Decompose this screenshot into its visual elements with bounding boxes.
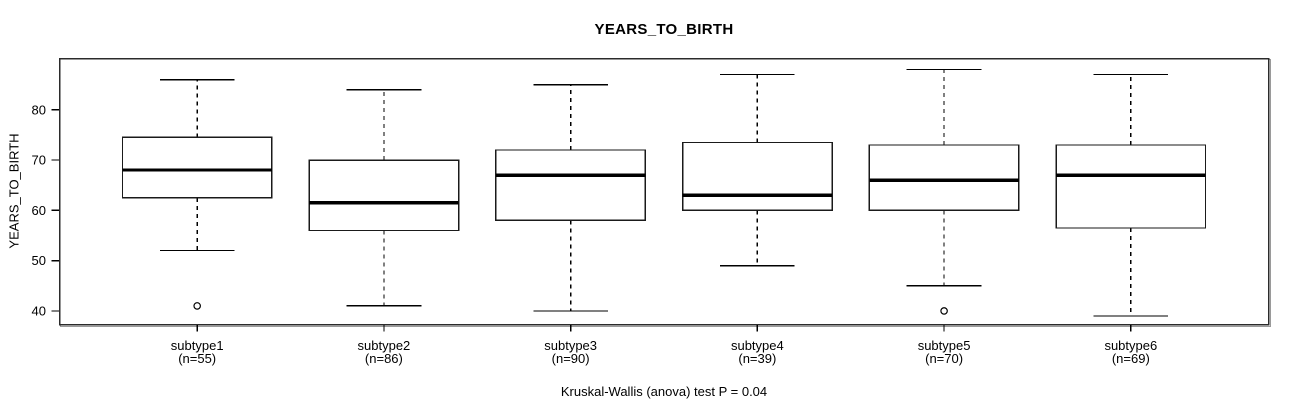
y-axis-tick-label: 80: [32, 102, 46, 117]
x-category-label: subtype1: [171, 338, 224, 353]
y-axis-tick-label: 40: [32, 303, 46, 318]
iqr-box: [868, 144, 1020, 212]
iqr-box: [121, 136, 273, 199]
x-category-label: subtype5: [918, 338, 971, 353]
y-axis-tick-label: 50: [32, 253, 46, 268]
x-category-label: subtype2: [358, 338, 411, 353]
iqr-box: [1055, 144, 1207, 229]
x-category-count-label: (n=86): [365, 351, 403, 366]
x-category-count-label: (n=90): [552, 351, 590, 366]
x-category-label: subtype6: [1104, 338, 1157, 353]
iqr-box: [308, 159, 460, 232]
x-category-count-label: (n=70): [925, 351, 963, 366]
stat-test-caption: Kruskal-Wallis (anova) test P = 0.04: [560, 384, 768, 399]
chart-title: YEARS_TO_BIRTH: [594, 21, 734, 38]
iqr-box: [495, 149, 647, 222]
x-category-label: subtype3: [544, 338, 597, 353]
x-category-label: subtype4: [731, 338, 784, 353]
x-category-count-label: (n=55): [178, 351, 216, 366]
x-category-count-label: (n=69): [1112, 351, 1150, 366]
y-axis-tick-label: 60: [32, 203, 46, 218]
x-category-count-label: (n=39): [738, 351, 776, 366]
outlier-point: [193, 302, 201, 310]
outlier-point: [940, 307, 948, 315]
y-axis-tick-label: 70: [32, 153, 46, 168]
iqr-box: [681, 141, 833, 212]
